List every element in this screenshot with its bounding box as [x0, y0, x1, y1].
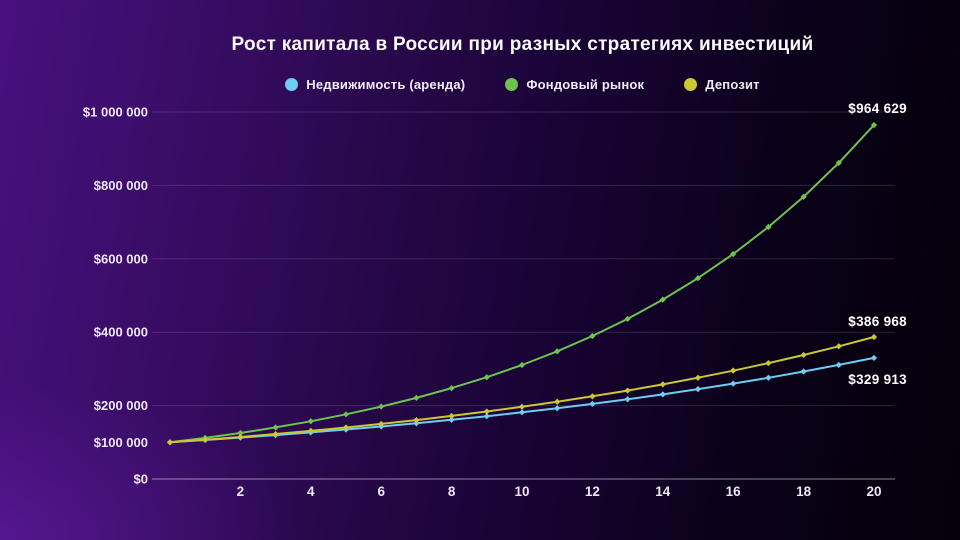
y-tick-label: $400 000 [94, 325, 148, 340]
series-end-value-label: $964 629 [848, 101, 907, 116]
data-point-marker [589, 400, 596, 407]
data-point-marker [624, 396, 631, 403]
legend-item-stock-market: Фондовый рынок [505, 77, 644, 92]
data-point-marker [694, 374, 702, 381]
data-point-marker [835, 361, 842, 369]
data-point-marker [765, 359, 772, 367]
data-point-marker [554, 405, 561, 412]
data-point-marker [554, 398, 561, 405]
data-point-marker [413, 420, 420, 427]
y-tick-label: $1 000 000 [83, 105, 148, 120]
data-point-marker [237, 433, 244, 441]
data-point-marker [694, 275, 702, 282]
x-tick-label: 4 [307, 484, 315, 499]
series-end-value-label: $386 968 [848, 314, 907, 329]
data-point-marker [800, 193, 807, 200]
data-point-marker [765, 374, 772, 381]
x-tick-label: 12 [585, 484, 600, 499]
legend-item-real-estate: Недвижимость (аренда) [285, 77, 465, 92]
data-point-marker [448, 416, 455, 423]
data-point-marker [518, 409, 526, 416]
y-tick-label: $0 [134, 472, 148, 487]
x-tick-label: 6 [377, 484, 385, 499]
data-point-marker [835, 343, 842, 350]
data-point-marker [589, 332, 596, 340]
data-point-marker [730, 380, 737, 387]
data-point-marker [730, 250, 737, 258]
x-tick-label: 10 [514, 484, 529, 499]
legend-marker-deposit-icon [684, 78, 698, 91]
data-point-marker [413, 394, 420, 401]
legend-marker-real-estate-icon [285, 78, 299, 91]
data-point-marker [483, 374, 490, 381]
data-point-marker [307, 418, 314, 425]
x-tick-label: 14 [655, 484, 671, 499]
x-tick-label: 8 [448, 484, 456, 499]
data-point-marker [342, 424, 350, 431]
legend-label-stock-market: Фондовый рынок [526, 77, 645, 92]
data-point-marker [800, 368, 807, 375]
y-tick-label: $600 000 [94, 251, 148, 266]
chart-legend: Недвижимость (аренда) Фондовый рынок Деп… [150, 77, 895, 92]
x-tick-label: 20 [866, 484, 881, 499]
data-point-marker [378, 420, 385, 428]
data-point-marker [272, 424, 279, 431]
data-point-marker [483, 408, 490, 415]
x-tick-label: 2 [237, 484, 245, 499]
y-tick-label: $800 000 [94, 178, 148, 193]
legend-marker-stock-market-icon [505, 78, 519, 91]
data-point-marker [730, 367, 737, 374]
data-point-marker [272, 430, 279, 438]
data-point-marker [659, 391, 666, 398]
data-point-marker [342, 411, 350, 418]
data-point-marker [237, 429, 244, 437]
series-line-1 [169, 124, 875, 444]
data-point-marker [870, 354, 878, 362]
data-point-marker [659, 381, 666, 388]
series-end-value-label: $329 913 [848, 372, 907, 387]
data-point-marker [448, 385, 455, 392]
data-point-marker [518, 361, 526, 369]
x-tick-label: 16 [726, 484, 742, 499]
data-point-marker [765, 223, 772, 231]
data-point-marker [166, 439, 174, 446]
data-point-marker [413, 416, 420, 424]
data-point-marker [518, 403, 526, 410]
data-point-marker [624, 315, 631, 322]
data-point-marker [307, 427, 314, 434]
data-point-marker [694, 386, 702, 393]
data-point-marker [202, 436, 209, 443]
data-point-marker [448, 412, 455, 420]
data-point-marker [835, 159, 842, 167]
data-point-marker [589, 393, 596, 400]
y-tick-label: $100 000 [94, 435, 148, 450]
legend-label-deposit: Депозит [705, 77, 760, 92]
data-point-marker [624, 387, 631, 394]
y-tick-label: $200 000 [94, 398, 148, 413]
data-point-marker [800, 351, 807, 359]
data-point-marker [659, 296, 666, 303]
data-point-marker [483, 413, 490, 420]
legend-label-real-estate: Недвижимость (аренда) [306, 77, 466, 92]
legend-item-deposit: Депозит [684, 77, 760, 92]
data-point-marker [554, 348, 561, 355]
data-point-marker [378, 403, 385, 410]
chart-title: Рост капитала в России при разных страте… [231, 34, 814, 55]
data-point-marker [870, 333, 878, 341]
data-point-marker [870, 121, 878, 129]
x-tick-label: 18 [796, 484, 812, 499]
